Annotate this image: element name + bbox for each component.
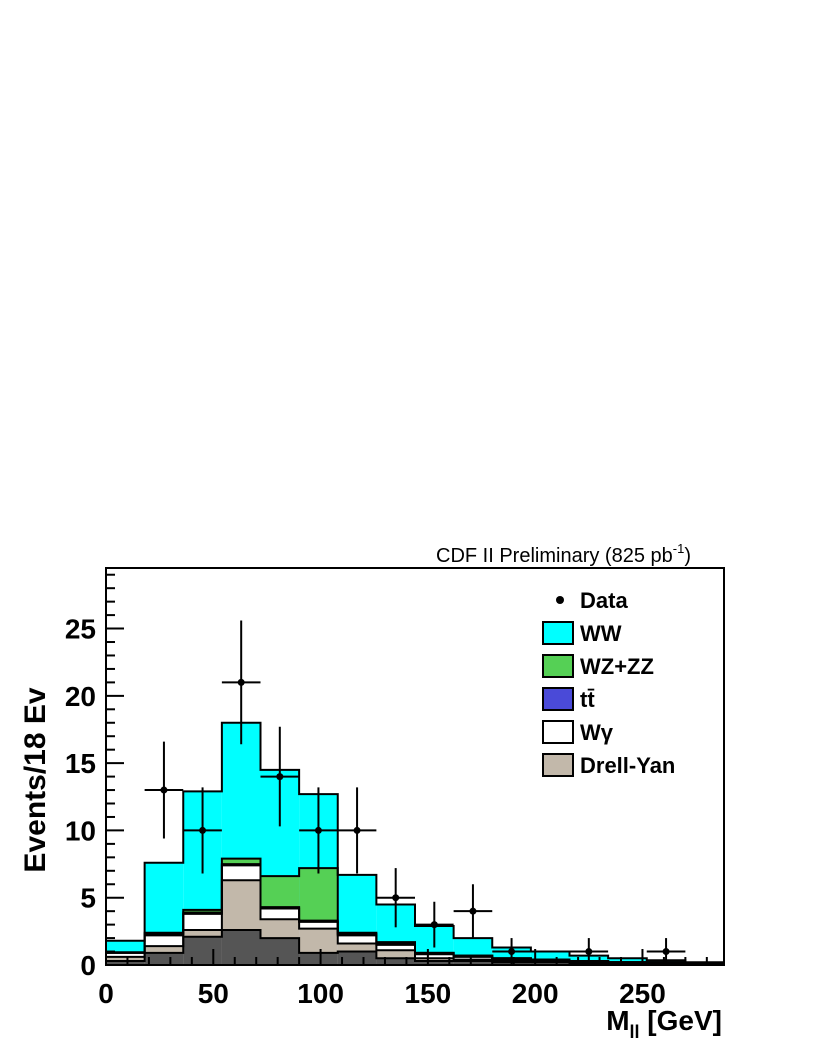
plot-frame bbox=[105, 567, 725, 966]
legend-marker bbox=[556, 596, 564, 604]
x-tick-label-1: 50 bbox=[198, 978, 229, 1009]
x-tick-label-0: 0 bbox=[98, 978, 114, 1009]
legend-item-4: Wγ bbox=[542, 720, 614, 745]
legend-item-5: Drell-Yan bbox=[542, 753, 675, 778]
outline-wz-zz bbox=[106, 857, 724, 965]
y-axis-label: Events/18 Ev bbox=[19, 687, 52, 872]
data-point-10 bbox=[569, 938, 609, 965]
bar-dark-background-6 bbox=[337, 951, 377, 965]
bar-dark-background-1 bbox=[144, 952, 184, 965]
data-point-3 bbox=[260, 726, 300, 827]
y-tick-label-0: 0 bbox=[80, 950, 96, 981]
legend-item-0: Data bbox=[556, 588, 628, 613]
x-tick-label-4: 200 bbox=[512, 978, 559, 1009]
legend: Data WW WZ+ZZ tt̄ Wγ Drell-Yan bbox=[542, 588, 675, 778]
x-axis-label: Mll [GeV] bbox=[606, 1005, 722, 1042]
legend-label: WZ+ZZ bbox=[580, 654, 654, 679]
data-point-9 bbox=[492, 938, 531, 965]
legend-item-1: WW bbox=[542, 621, 622, 646]
data-point-6 bbox=[376, 868, 415, 928]
legend-swatch bbox=[542, 654, 574, 678]
y-tick-label-4: 20 bbox=[65, 681, 96, 712]
legend-label: Wγ bbox=[580, 720, 614, 745]
histogram-stack bbox=[106, 722, 724, 965]
y-tick-label-1: 5 bbox=[80, 883, 96, 914]
bar-dark-background-2 bbox=[183, 936, 222, 965]
legend-swatch bbox=[542, 621, 574, 645]
legend-swatch bbox=[542, 753, 574, 777]
legend-label: Drell-Yan bbox=[580, 753, 675, 778]
data-point-1 bbox=[183, 787, 222, 874]
chart-title: CDF II Preliminary (825 pb-1) bbox=[436, 541, 691, 567]
bar-dark-background-9 bbox=[453, 960, 493, 965]
legend-item-2: WZ+ZZ bbox=[542, 654, 654, 679]
outline-ww bbox=[106, 721, 724, 964]
histogram-outlines bbox=[106, 721, 724, 965]
bar-dark-background-0 bbox=[106, 960, 145, 965]
data-point-11 bbox=[646, 938, 686, 965]
axis-ticks bbox=[105, 573, 708, 966]
outline-drell-yan bbox=[106, 879, 724, 965]
legend-item-3: tt̄ bbox=[542, 687, 595, 712]
data-point-7 bbox=[415, 901, 454, 948]
tick-labels: 0 50 100 150 200 250 0 5 10 15 20 25 bbox=[65, 614, 666, 1009]
legend-label: tt̄ bbox=[580, 687, 595, 712]
y-tick-label-3: 15 bbox=[65, 748, 96, 779]
bar-dark-background-4 bbox=[260, 938, 300, 965]
legend-label: Data bbox=[580, 588, 628, 613]
bar-dark-background-11 bbox=[530, 962, 570, 965]
y-tick-label-5: 25 bbox=[65, 614, 96, 645]
data-point-0 bbox=[144, 741, 184, 839]
data-point-2 bbox=[221, 620, 261, 745]
bar-dark-background-7 bbox=[376, 958, 415, 965]
legend-swatch bbox=[542, 687, 574, 711]
x-tick-label-2: 100 bbox=[297, 978, 344, 1009]
legend-label: WW bbox=[580, 621, 622, 646]
x-tick-label-5: 250 bbox=[619, 978, 666, 1009]
y-tick-label-2: 10 bbox=[65, 815, 96, 846]
data-point-5 bbox=[337, 787, 377, 874]
bar-dark-background-5 bbox=[299, 952, 338, 965]
x-tick-label-3: 150 bbox=[405, 978, 452, 1009]
data-point-4 bbox=[299, 787, 338, 874]
legend-swatch bbox=[542, 720, 574, 744]
bar-dark-background-8 bbox=[415, 960, 454, 965]
data-point-8 bbox=[453, 884, 493, 939]
bar-dark-background-3 bbox=[221, 930, 261, 965]
data-points bbox=[144, 620, 686, 965]
